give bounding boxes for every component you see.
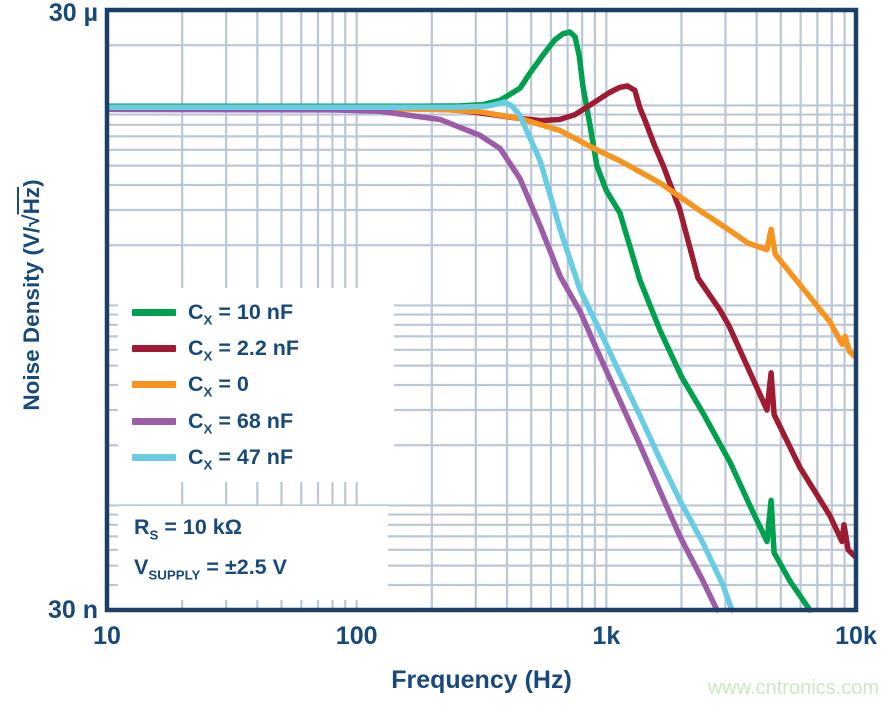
y-tick-bottom: 30 n [47,596,98,624]
x-tick-1k: 1k [592,622,621,650]
legend-item-68nF: CX = 68 nF [132,408,294,436]
legend-label: CX = 0 [188,371,249,399]
y-axis-title-prefix: Noise Density (V/ [19,226,44,411]
y-tick-top: 30 µ [48,0,98,27]
legend-swatch-darkred [132,344,176,352]
y-axis-title-suffix: ) [19,179,44,187]
legend-label: CX = 10 nF [188,299,294,327]
legend-swatch-green [132,308,176,316]
legend-item-2.2nF: CX = 2.2 nF [132,335,300,363]
legend-item-47nF: CX = 47 nF [132,444,294,472]
legend-item-0: CX = 0 [132,371,249,399]
legend-label: CX = 68 nF [188,408,294,436]
x-axis-title: Frequency (Hz) [391,666,572,694]
note-line-vsupply: VSUPPLY = ±2.5 V [134,555,287,583]
watermark: www.cntronics.com [707,677,879,699]
legend-swatch-purple [132,417,176,425]
sqrt-symbol: √ [19,214,44,227]
conditions-note [118,506,388,600]
x-tick-10k: 10k [835,622,877,650]
y-axis-title-overline: Hz [19,186,44,215]
x-tick-100: 100 [335,622,378,650]
y-axis-title: Noise Density (V/√Hz) [19,145,45,445]
legend-label: CX = 47 nF [188,444,294,472]
legend-swatch-cyan [132,453,176,461]
legend-item-10nF: CX = 10 nF [132,299,294,327]
legend-swatch-orange [132,380,176,388]
legend-label: CX = 2.2 nF [188,335,300,363]
x-tick-10: 10 [93,622,121,650]
note-line-rs: RS = 10 kΩ [134,515,243,543]
